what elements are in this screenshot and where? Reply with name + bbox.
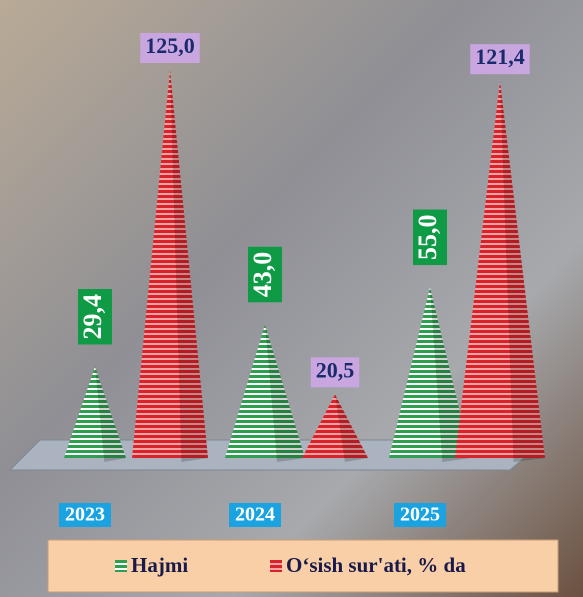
value-label-box bbox=[78, 288, 112, 345]
x-tick-label: 2025 bbox=[400, 504, 440, 526]
pyramid bbox=[225, 324, 305, 458]
pyramid-shade bbox=[335, 394, 368, 462]
value-label-box bbox=[248, 246, 282, 303]
value-label: 55,0 bbox=[413, 209, 447, 266]
value-label-text: 29,4 bbox=[78, 294, 107, 340]
legend-swatch bbox=[270, 560, 282, 572]
x-tick-label: 2024 bbox=[235, 504, 275, 526]
pyramid-shade bbox=[170, 70, 208, 462]
legend-label: O‘sish sur'ati, % da bbox=[286, 553, 466, 577]
value-label-text: 20,5 bbox=[316, 357, 355, 382]
category-box bbox=[229, 503, 281, 527]
x-tick-label: 2023 bbox=[65, 504, 105, 526]
value-label: 20,5 bbox=[310, 357, 360, 388]
value-label: 29,4 bbox=[78, 288, 112, 345]
value-label-text: 121,4 bbox=[475, 44, 525, 69]
pyramid bbox=[455, 81, 545, 458]
legend-swatch bbox=[115, 560, 127, 572]
value-label-text: 125,0 bbox=[145, 33, 195, 58]
value-label-box bbox=[140, 33, 200, 63]
value-label-box bbox=[413, 209, 447, 266]
value-label: 125,0 bbox=[140, 33, 200, 63]
category-box bbox=[59, 503, 111, 527]
category-box bbox=[394, 503, 446, 527]
value-label-text: 55,0 bbox=[413, 215, 442, 261]
value-label-box bbox=[470, 44, 530, 75]
pyramid bbox=[132, 70, 208, 458]
legend-label: Hajmi bbox=[131, 553, 188, 577]
legend bbox=[47, 539, 559, 593]
pyramid-shade bbox=[265, 324, 305, 462]
pyramid bbox=[64, 366, 126, 458]
value-label-text: 43,0 bbox=[248, 252, 277, 298]
value-label-box bbox=[310, 357, 360, 388]
pyramid-shade bbox=[500, 81, 545, 462]
pyramid bbox=[389, 287, 471, 458]
value-label: 121,4 bbox=[470, 44, 530, 75]
value-label: 43,0 bbox=[248, 246, 282, 303]
pyramid bbox=[302, 394, 368, 458]
pyramid-shade bbox=[95, 366, 126, 462]
